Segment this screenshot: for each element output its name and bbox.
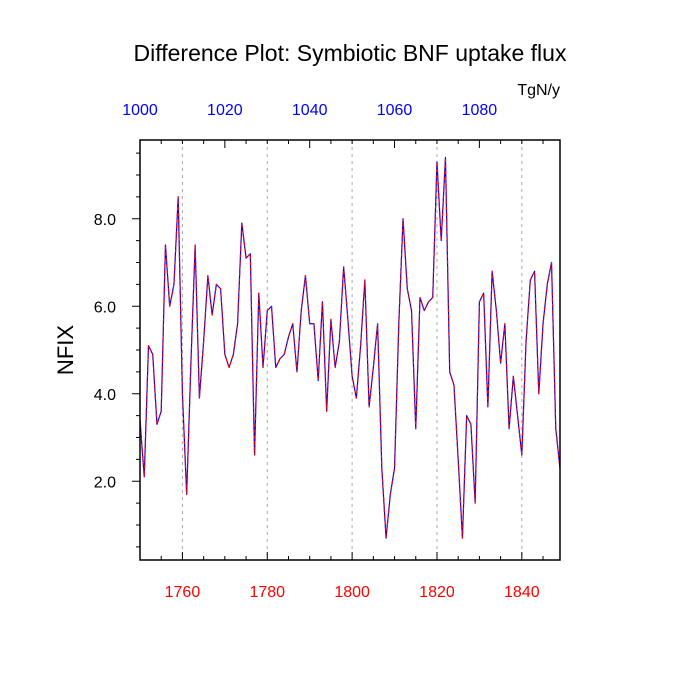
y-tick-label: 2.0 [94, 474, 116, 491]
series-layer [139, 156, 561, 539]
chart-title: Difference Plot: Symbiotic BNF uptake fl… [134, 40, 567, 66]
y-tick-label: 6.0 [94, 299, 116, 316]
plot-frame [139, 139, 561, 561]
bottom-tick-label: 1780 [249, 584, 285, 601]
y-tick-label: 8.0 [94, 212, 116, 229]
top-tick-label: 1020 [207, 102, 243, 119]
bottom-tick-label: 1820 [419, 584, 455, 601]
y-axis-label: NFIX [53, 325, 78, 375]
series-line-secondary [139, 156, 561, 539]
top-tick-label: 1080 [462, 102, 498, 119]
top-tick-label: 1040 [292, 102, 328, 119]
tick-labels: 1760 1780 1800 1820 1840 1000 1020 1040 1060 1080… [94, 102, 540, 601]
top-tick-label: 1000 [122, 102, 158, 119]
grid-lines [181, 140, 523, 560]
top-tick-label: 1060 [377, 102, 413, 119]
bottom-tick-label: 1840 [504, 584, 540, 601]
y-tick-label: 4.0 [94, 387, 116, 404]
bottom-tick-label: 1800 [334, 584, 370, 601]
units-label: TgN/y [517, 82, 560, 99]
bottom-tick-label: 1760 [165, 584, 201, 601]
